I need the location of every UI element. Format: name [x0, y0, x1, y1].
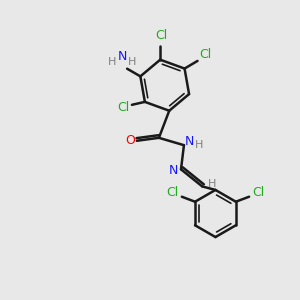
Text: Cl: Cl — [166, 185, 178, 199]
Text: Cl: Cl — [200, 48, 212, 61]
Text: N: N — [117, 50, 127, 63]
Text: H: H — [128, 57, 136, 67]
Text: Cl: Cl — [156, 29, 168, 42]
Text: N: N — [184, 135, 194, 148]
Text: Cl: Cl — [252, 185, 265, 199]
Text: H: H — [208, 179, 217, 189]
Text: N: N — [169, 164, 178, 177]
Text: Cl: Cl — [118, 101, 130, 114]
Text: H: H — [195, 140, 203, 150]
Text: H: H — [108, 57, 117, 67]
Text: O: O — [125, 134, 135, 147]
